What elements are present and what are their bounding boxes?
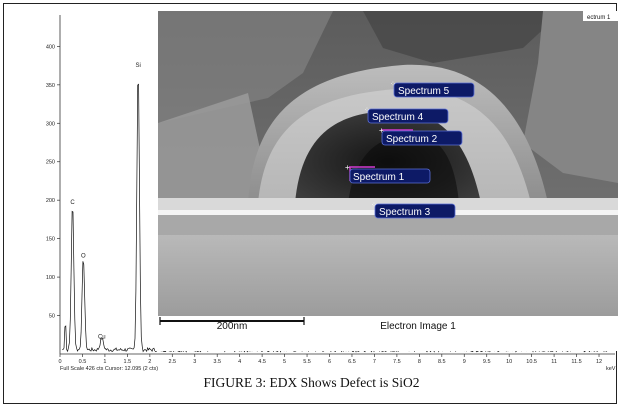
- spectrum-marker-2: Spectrum 2 +: [379, 126, 463, 146]
- x-tick-label: 3: [193, 359, 196, 365]
- x-tick-label: 8.5: [438, 359, 446, 365]
- x-tick-label: 9.5: [483, 359, 491, 365]
- svg-text:Spectrum 2: Spectrum 2: [386, 134, 438, 145]
- x-tick-label: 8: [418, 359, 421, 365]
- x-tick-label: 10: [506, 359, 512, 365]
- sem-image-title: Electron Image 1: [380, 321, 456, 332]
- svg-text:Spectrum 3: Spectrum 3: [379, 207, 431, 218]
- x-tick-label: 1: [103, 359, 106, 365]
- y-tick-label: 50: [49, 314, 55, 320]
- svg-text:Spectrum 1: Spectrum 1: [353, 172, 405, 183]
- x-tick-label: 7: [373, 359, 376, 365]
- x-tick-label: 3.5: [213, 359, 221, 365]
- x-tick-label: 10.5: [526, 359, 537, 365]
- y-tick-label: 200: [46, 198, 55, 204]
- svg-text:⁘: ⁘: [364, 107, 370, 114]
- y-tick-label: 350: [46, 83, 55, 89]
- spectrum-marker-5: Spectrum 5 ⁘: [390, 81, 475, 98]
- y-tick-label: 400: [46, 44, 55, 50]
- y-tick-label: 100: [46, 275, 55, 281]
- x-ticks: 0 0.5 1 1.5 2 2.5 3 3.5 4 4.5 5 5.5 6 6.5 7 7.5 8 8.5 9 9.5…: [58, 354, 602, 365]
- sem-micrograph: [158, 11, 618, 316]
- svg-text:Spectrum 4: Spectrum 4: [372, 112, 424, 123]
- x-tick-label: 1.5: [124, 359, 132, 365]
- svg-text:+: +: [345, 163, 350, 172]
- spectrum-footer: Full Scale 426 cts Cursor: 12.095 (2 cts…: [60, 366, 158, 372]
- svg-text:⁘: ⁘: [390, 81, 396, 88]
- y-tick-label: 250: [46, 160, 55, 166]
- x-tick-label: 2: [148, 359, 151, 365]
- svg-text:⁘: ⁘: [371, 202, 377, 209]
- x-axis-unit: keV: [606, 366, 616, 372]
- x-tick-label: 6.5: [348, 359, 356, 365]
- x-tick-label: 11.5: [571, 359, 581, 365]
- y-tick-label: 300: [46, 121, 55, 127]
- x-tick-label: 0: [58, 359, 61, 365]
- x-tick-label: 6: [328, 359, 331, 365]
- x-tick-label: 7.5: [393, 359, 401, 365]
- edx-axes: [59, 15, 615, 355]
- peak-label: Cu: [98, 334, 106, 340]
- x-tick-label: 9: [463, 359, 466, 365]
- x-tick-label: 0.5: [79, 359, 87, 365]
- svg-text:Spectrum 5: Spectrum 5: [398, 86, 450, 97]
- x-tick-label: 11: [551, 359, 557, 365]
- spectrum-marker-3: Spectrum 3 ⁘: [371, 202, 456, 219]
- x-tick-label: 2.5: [168, 359, 176, 365]
- x-tick-label: 12: [596, 359, 602, 365]
- sem-corner-label: ectrum 1: [587, 15, 611, 21]
- x-tick-label: 5.5: [303, 359, 311, 365]
- svg-text:+: +: [379, 126, 384, 135]
- x-tick-label: 4.5: [258, 359, 266, 365]
- peak-label: O: [81, 254, 86, 260]
- x-tick-label: 5: [283, 359, 286, 365]
- peak-label: C: [70, 200, 75, 206]
- x-tick-label: 4: [238, 359, 241, 365]
- y-ticks: 50 100 150 200 250 300 350 400: [46, 44, 60, 320]
- y-tick-label: 150: [46, 237, 55, 243]
- peak-label: Si: [135, 63, 140, 69]
- figure-caption: FIGURE 3: EDX Shows Defect is SiO2: [203, 375, 420, 390]
- sem-image: 200nm Electron Image 1 ectrum 1 Spectrum…: [155, 11, 620, 351]
- spectrum-marker-1: Spectrum 1 +: [345, 163, 431, 184]
- spectrum-marker-4: Spectrum 4 ⁘: [364, 107, 449, 124]
- scale-bar-label: 200nm: [217, 321, 248, 332]
